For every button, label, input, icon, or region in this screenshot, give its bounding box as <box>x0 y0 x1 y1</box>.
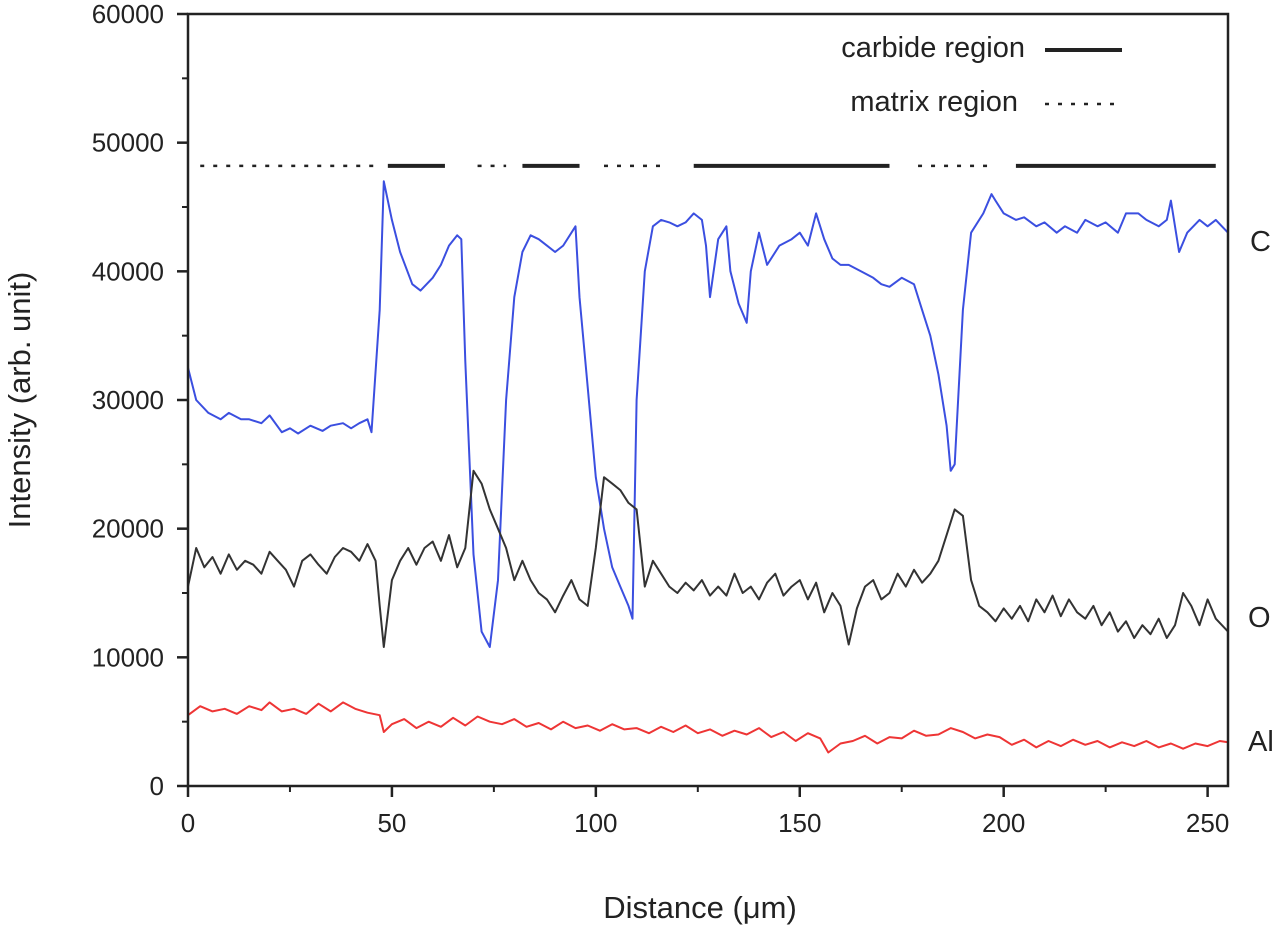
x-tick-label-150: 150 <box>778 808 821 838</box>
series-label-al: Al <box>1248 726 1274 758</box>
series-label-c: C <box>1250 226 1271 258</box>
x-tick-label-100: 100 <box>574 808 617 838</box>
series-label-o: O <box>1248 602 1271 634</box>
y-tick-label-50000: 50000 <box>92 128 164 158</box>
legend-label-matrix-region: matrix region <box>850 86 1018 118</box>
plot-frame <box>186 12 1230 788</box>
series-line-al <box>187 701 1229 754</box>
y-axis-title: Intensity (arb. unit) <box>2 272 37 529</box>
y-tick-label-40000: 40000 <box>92 256 164 286</box>
y-tick-label-0: 0 <box>150 771 164 801</box>
y-tick-label-60000: 60000 <box>92 0 164 29</box>
series-layer <box>187 180 1229 754</box>
x-axis-title: Distance (μm) <box>603 890 797 925</box>
legend: carbide region matrix region <box>841 32 1122 118</box>
x-tick-label-0: 0 <box>181 808 195 838</box>
y-tick-label-10000: 10000 <box>92 642 164 672</box>
series-line-o <box>187 469 1229 648</box>
x-tick-label-250: 250 <box>1186 808 1229 838</box>
x-tick-label-200: 200 <box>982 808 1025 838</box>
y-tick-label-30000: 30000 <box>92 385 164 415</box>
axis-ticks: 0 50 100 150 200 250 0 10000 20000 30000 40000 5000… <box>92 0 1230 838</box>
x-tick-label-50: 50 <box>377 808 406 838</box>
y-tick-label-20000: 20000 <box>92 514 164 544</box>
legend-label-carbide-region: carbide region <box>841 32 1025 64</box>
series-line-c <box>187 180 1229 648</box>
